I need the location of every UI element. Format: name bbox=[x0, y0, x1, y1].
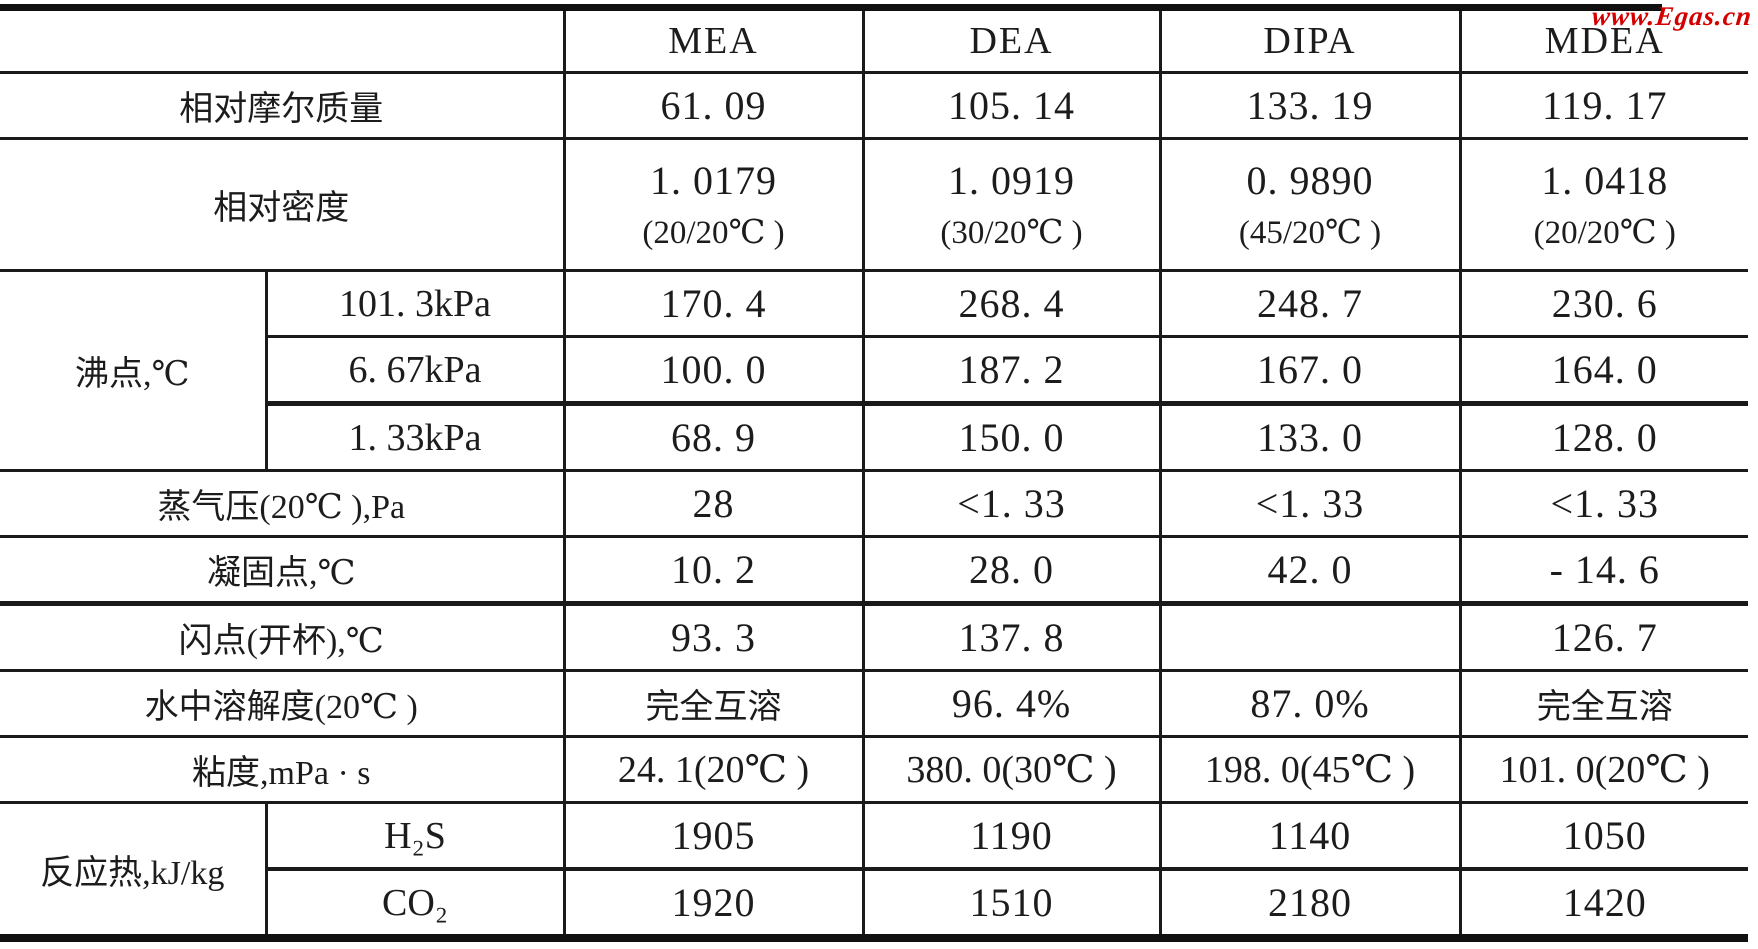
density-value: 1. 0418 bbox=[1541, 157, 1669, 203]
row-label: 相对密度 bbox=[0, 138, 564, 272]
col-header-mea: MEA bbox=[562, 11, 863, 74]
table-cell: 93. 3 bbox=[562, 603, 863, 672]
table-cell: 126. 7 bbox=[1458, 603, 1748, 672]
table-cell: 150. 0 bbox=[861, 403, 1160, 472]
row-label: 粘度,mPa · s bbox=[0, 736, 564, 804]
row-label: 水中溶解度(20℃ ) bbox=[0, 670, 564, 738]
table-cell: 68. 9 bbox=[562, 403, 863, 472]
table-cell: 0. 9890 (45/20℃ ) bbox=[1158, 138, 1460, 272]
table-cell: <1. 33 bbox=[1158, 470, 1460, 538]
table-cell: 1905 bbox=[562, 802, 863, 871]
density-value: 1. 0919 bbox=[948, 157, 1075, 203]
table-cell: 133. 19 bbox=[1158, 72, 1460, 140]
table-cell-empty bbox=[1158, 603, 1460, 672]
table-cell: <1. 33 bbox=[1458, 470, 1748, 538]
sub-condition: 101. 3kPa bbox=[264, 270, 564, 338]
table-cell: 24. 1(20℃ ) bbox=[562, 736, 863, 804]
row-freezing-point: 凝固点,℃ 10. 2 28. 0 42. 0 - 14. 6 bbox=[0, 536, 1748, 606]
density-value: 0. 9890 bbox=[1246, 157, 1374, 203]
table-cell: 248. 7 bbox=[1158, 270, 1460, 338]
sub-condition: CO₂ bbox=[264, 869, 564, 942]
density-condition: (20/20℃ ) bbox=[1533, 214, 1676, 251]
col-header-mdea: MDEA bbox=[1458, 11, 1748, 74]
density-value: 1. 0179 bbox=[650, 157, 777, 203]
table-cell: 1510 bbox=[861, 869, 1160, 942]
table-top-border bbox=[0, 4, 1662, 11]
table-cell: 1140 bbox=[1158, 802, 1460, 871]
table-cell: 268. 4 bbox=[861, 270, 1160, 338]
table-cell: 167. 0 bbox=[1158, 336, 1460, 406]
density-condition: (45/20℃ ) bbox=[1238, 214, 1382, 251]
corner-cell bbox=[0, 11, 564, 74]
table-cell: 1190 bbox=[861, 802, 1160, 871]
row-water-solubility: 水中溶解度(20℃ ) 完全互溶 96. 4% 87. 0% 完全互溶 bbox=[0, 670, 1748, 738]
table-cell: 10. 2 bbox=[562, 536, 863, 606]
density-condition: (20/20℃ ) bbox=[642, 214, 785, 251]
row-label: 凝固点,℃ bbox=[0, 536, 564, 606]
table-cell: 101. 0(20℃ ) bbox=[1458, 736, 1748, 804]
table-cell: 137. 8 bbox=[861, 603, 1160, 672]
row-molar-mass: 相对摩尔质量 61. 09 105. 14 133. 19 119. 17 bbox=[0, 72, 1748, 140]
row-flash-point: 闪点(开杯),℃ 93. 3 137. 8 126. 7 bbox=[0, 603, 1748, 672]
row-boiling-667kpa: 6. 67kPa 100. 0 187. 2 167. 0 164. 0 bbox=[0, 336, 1748, 406]
table-cell: 1050 bbox=[1458, 802, 1748, 871]
table-cell: 61. 09 bbox=[562, 72, 863, 140]
row-label: 相对摩尔质量 bbox=[0, 72, 564, 140]
row-vapor-pressure: 蒸气压(20℃ ),Pa 28 <1. 33 <1. 33 <1. 33 bbox=[0, 470, 1748, 538]
col-header-dea: DEA bbox=[861, 11, 1160, 74]
table-cell: 100. 0 bbox=[562, 336, 863, 406]
sub-condition: 1. 33kPa bbox=[264, 403, 564, 472]
table-cell: <1. 33 bbox=[861, 470, 1160, 538]
row-viscosity: 粘度,mPa · s 24. 1(20℃ ) 380. 0(30℃ ) 198.… bbox=[0, 736, 1748, 804]
table-cell: 1920 bbox=[562, 869, 863, 942]
table-cell: 1. 0179 (20/20℃ ) bbox=[562, 138, 863, 272]
table-cell: 2180 bbox=[1158, 869, 1460, 942]
table-cell: 187. 2 bbox=[861, 336, 1160, 406]
table-cell: 133. 0 bbox=[1158, 403, 1460, 472]
row-reaction-heat-co2: CO₂ 1920 1510 2180 1420 bbox=[0, 869, 1748, 942]
table-cell: 完全互溶 bbox=[562, 670, 863, 738]
table-cell: 28 bbox=[562, 470, 863, 538]
table-cell: 119. 17 bbox=[1458, 72, 1748, 140]
table-cell: 1420 bbox=[1458, 869, 1748, 942]
density-condition: (30/20℃ ) bbox=[940, 214, 1083, 251]
table-cell: 105. 14 bbox=[861, 72, 1160, 140]
table-cell: 28. 0 bbox=[861, 536, 1160, 606]
table-cell: 87. 0% bbox=[1158, 670, 1460, 738]
row-label: 沸点,℃ bbox=[0, 270, 266, 472]
row-boiling-101kpa: 沸点,℃ 101. 3kPa 170. 4 268. 4 248. 7 230.… bbox=[0, 270, 1748, 472]
table-cell: 164. 0 bbox=[1458, 336, 1748, 406]
header-row: MEA DEA DIPA MDEA bbox=[0, 11, 1748, 74]
sub-condition: H₂S bbox=[264, 802, 564, 871]
row-label: 反应热,kJ/kg bbox=[0, 802, 266, 942]
amine-properties-table: MEA DEA DIPA MDEA 相对摩尔质量 61. 09 105. 14 … bbox=[0, 11, 1748, 942]
sub-condition: 6. 67kPa bbox=[264, 336, 564, 406]
row-density: 相对密度 1. 0179 (20/20℃ ) 1. 0919 (30/20℃ )… bbox=[0, 138, 1748, 272]
table-cell: - 14. 6 bbox=[1458, 536, 1748, 606]
table-cell: 完全互溶 bbox=[1458, 670, 1748, 738]
table-cell: 380. 0(30℃ ) bbox=[861, 736, 1160, 804]
row-label: 闪点(开杯),℃ bbox=[0, 603, 564, 672]
table-cell: 198. 0(45℃ ) bbox=[1158, 736, 1460, 804]
col-header-dipa: DIPA bbox=[1158, 11, 1460, 74]
row-label: 蒸气压(20℃ ),Pa bbox=[0, 470, 564, 538]
table-cell: 170. 4 bbox=[562, 270, 863, 338]
table-cell: 128. 0 bbox=[1458, 403, 1748, 472]
table-cell: 1. 0919 (30/20℃ ) bbox=[861, 138, 1160, 272]
row-boiling-133kpa: 1. 33kPa 68. 9 150. 0 133. 0 128. 0 bbox=[0, 403, 1748, 472]
table-cell: 96. 4% bbox=[861, 670, 1160, 738]
table-cell: 230. 6 bbox=[1458, 270, 1748, 338]
table-cell: 1. 0418 (20/20℃ ) bbox=[1458, 138, 1748, 272]
row-reaction-heat-h2s: 反应热,kJ/kg H₂S 1905 1190 1140 1050 bbox=[0, 802, 1748, 942]
table-cell: 42. 0 bbox=[1158, 536, 1460, 606]
